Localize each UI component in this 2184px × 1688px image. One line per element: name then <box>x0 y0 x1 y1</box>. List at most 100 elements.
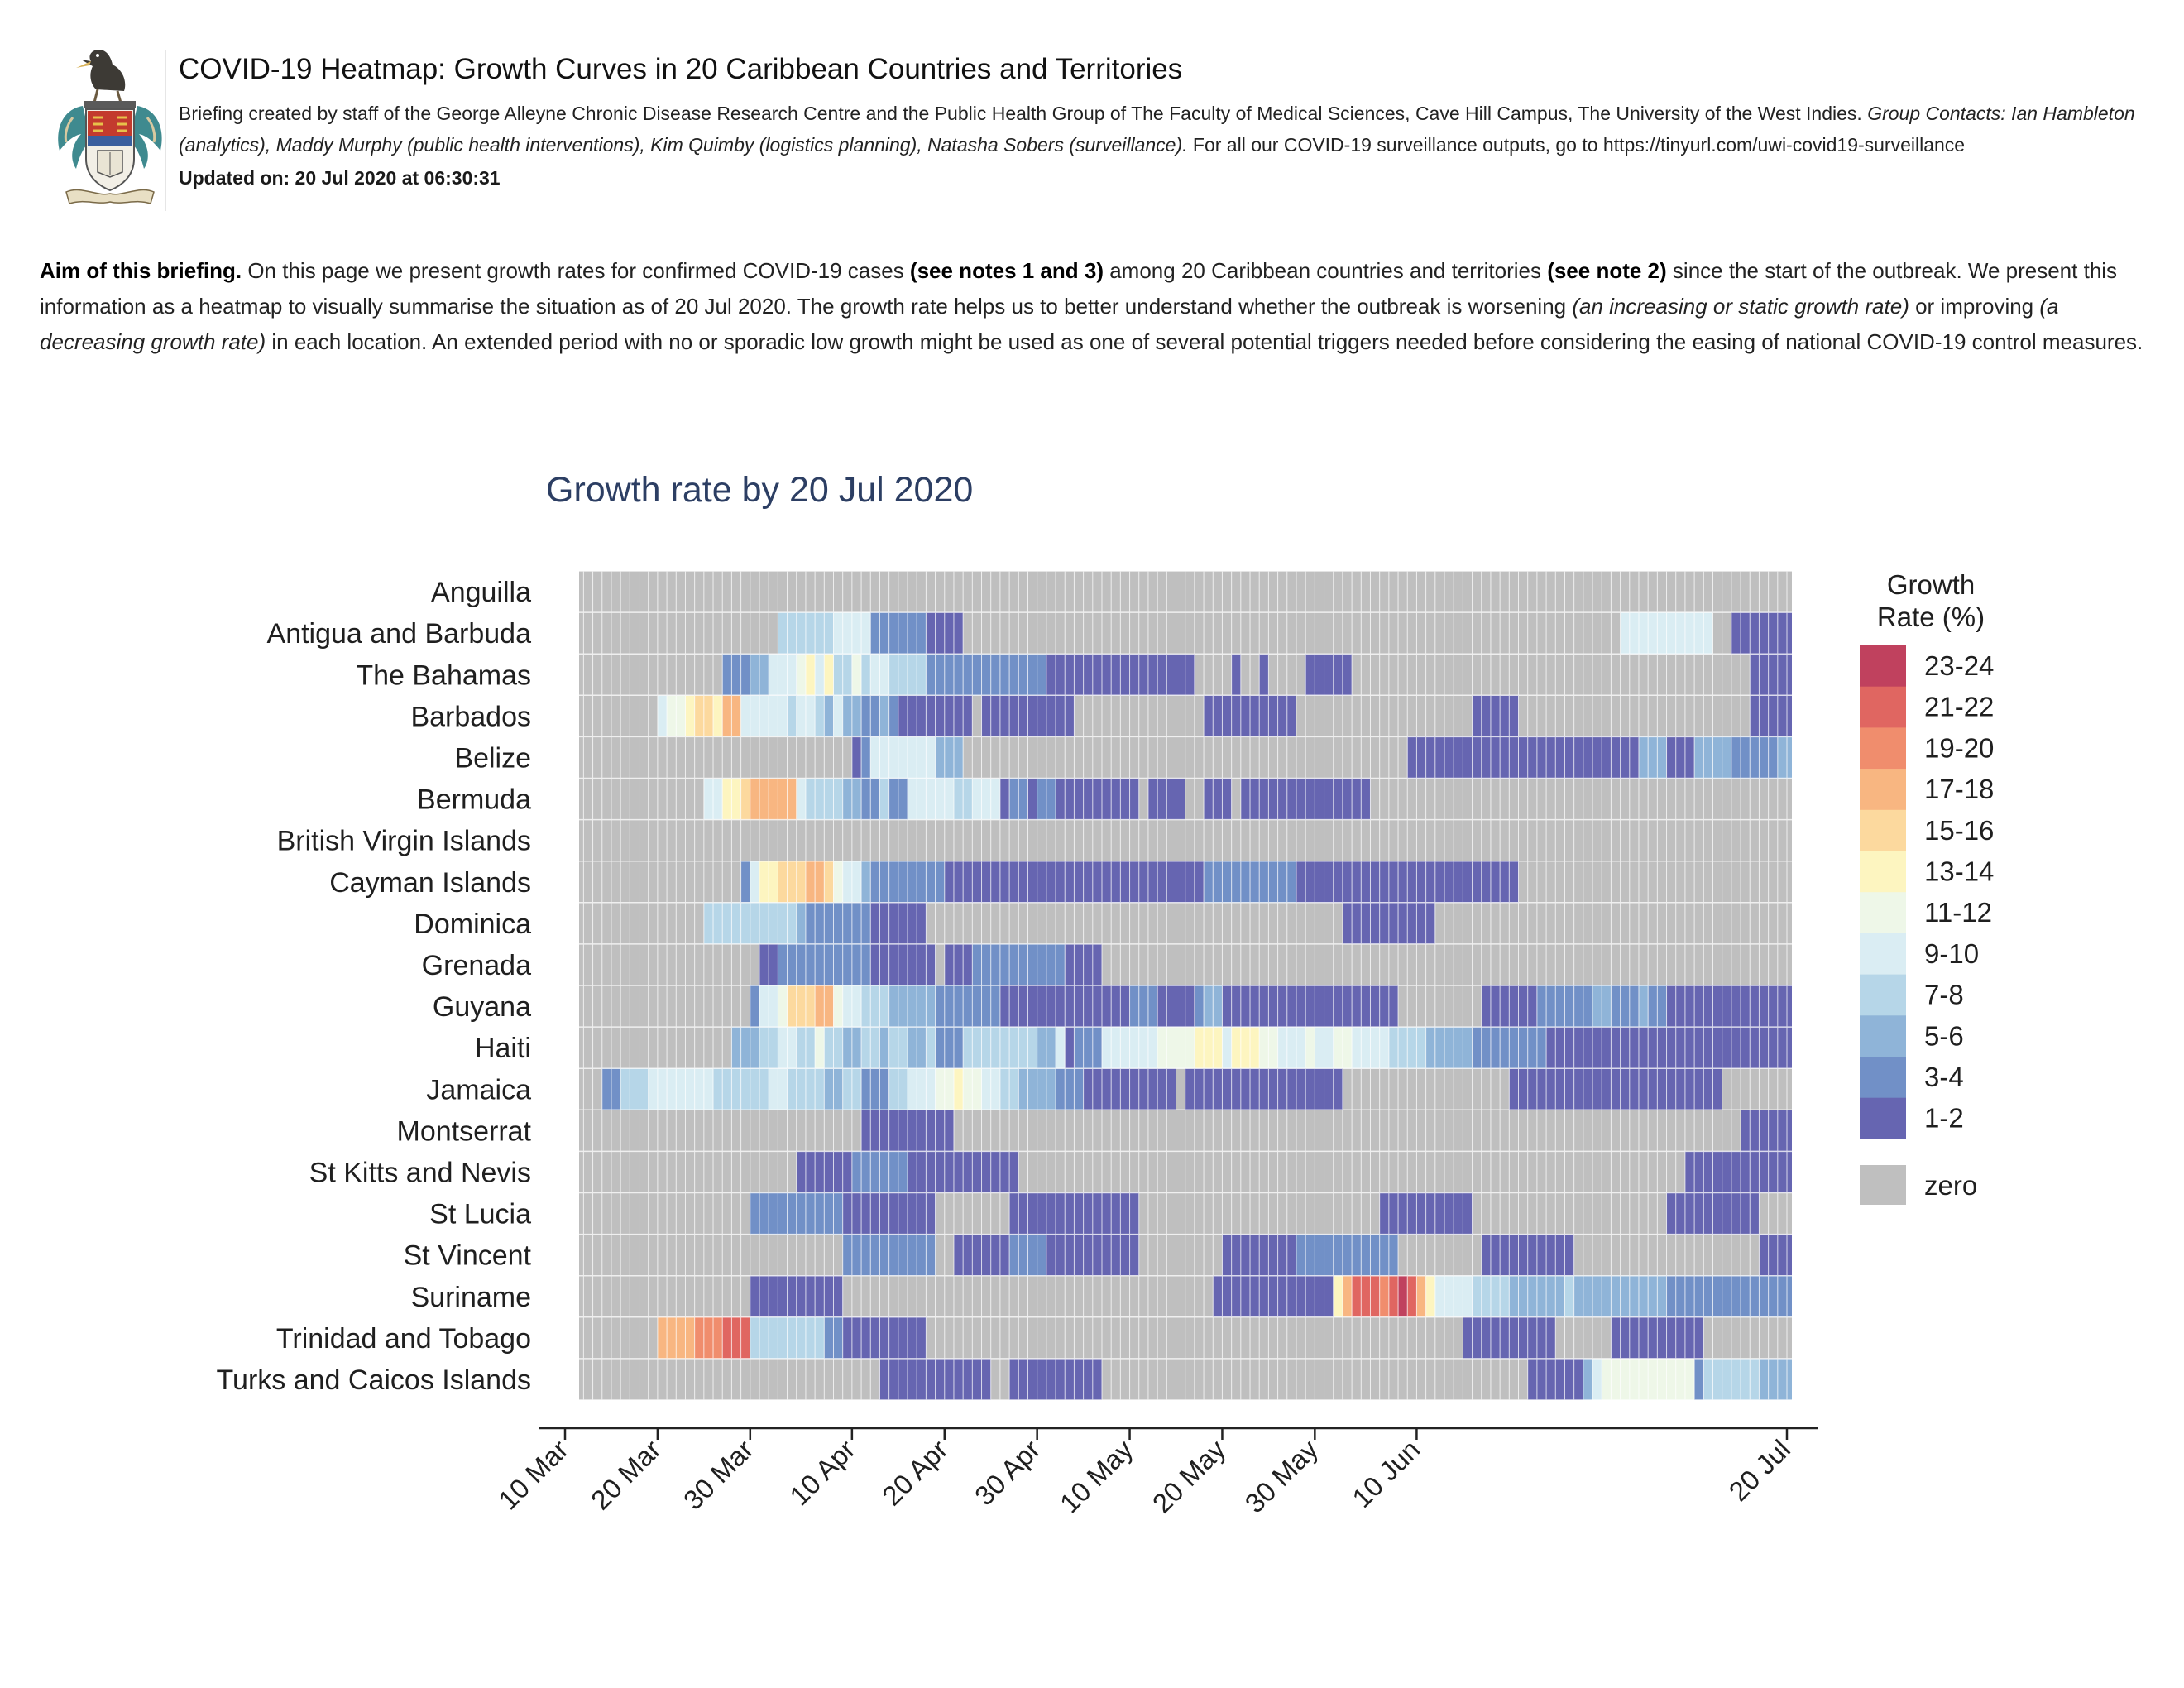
briefing-header: COVID-19 Heatmap: Growth Curves in 20 Ca… <box>179 51 2164 194</box>
x-tick-label: 10 Jun <box>1346 1434 1425 1513</box>
heatmap-cell <box>1231 1027 1260 1069</box>
heatmap-cell <box>935 985 1000 1028</box>
uwi-coat-of-arms-logo <box>58 50 162 204</box>
heatmap-cell <box>1046 1234 1056 1276</box>
heatmap-cell <box>926 654 1046 696</box>
surveillance-link[interactable]: https://tinyurl.com/uwi-covid19-surveill… <box>1602 134 1966 156</box>
heatmap-cell <box>1684 1151 1792 1193</box>
heatmap-cell <box>1388 1275 1399 1317</box>
row-label: Turks and Caicos Islands <box>217 1364 531 1396</box>
heatmap-cell <box>1129 985 1158 1028</box>
legend-label: 17-18 <box>1924 774 1994 804</box>
heatmap-cell <box>1731 736 1778 779</box>
row-label: Guyana <box>433 991 531 1023</box>
heatmap-cell <box>999 778 1010 820</box>
heatmap-cell <box>1694 1358 1704 1400</box>
heatmap-cell <box>935 736 964 779</box>
aim-paragraph: Aim of this briefing. On this page we pr… <box>40 253 2158 360</box>
heatmap-cell <box>824 695 834 737</box>
heatmap-cell <box>750 861 759 903</box>
heatmap-cell <box>833 695 843 737</box>
aim-text-1: On this page we present growth rates for… <box>242 258 910 283</box>
mantling-icon <box>58 106 162 169</box>
motto-scroll-icon <box>65 189 155 204</box>
legend-swatch <box>1860 1015 1906 1057</box>
legend-swatch <box>1860 769 1906 811</box>
heatmap-cell <box>824 861 834 903</box>
legend-swatch <box>1860 727 1906 770</box>
heatmap-cell <box>1425 1275 1435 1317</box>
page-title: COVID-19 Heatmap: Growth Curves in 20 Ca… <box>179 53 1183 85</box>
row-label: Belize <box>454 742 531 774</box>
group-contacts: Group Contacts: Ian Hambleton (analytics… <box>179 103 2135 156</box>
heatmap-cell <box>861 861 871 903</box>
heatmap-cell <box>1056 778 1139 820</box>
heatmap-cell <box>926 1027 936 1069</box>
heatmap-cell <box>870 943 936 985</box>
heatmap-cell <box>833 861 843 903</box>
heatmap-cell <box>1416 1275 1426 1317</box>
heatmap-cell <box>1777 736 1792 779</box>
legend-swatch <box>1860 892 1906 934</box>
outputs-text: For all our COVID-19 surveillance output… <box>1187 134 1603 156</box>
heatmap-cell <box>796 654 806 696</box>
heatmap-cell <box>1231 654 1241 696</box>
heatmap-cell <box>953 1068 964 1110</box>
heatmap-cell <box>879 1027 889 1069</box>
heatmap-cell <box>1407 736 1639 779</box>
heatmap-cell <box>787 695 797 737</box>
x-tick-label: 10 Mar <box>492 1434 574 1516</box>
legend-swatch <box>1860 809 1906 851</box>
heatmap-cell <box>842 1316 927 1359</box>
x-tick-label: 20 May <box>1147 1433 1232 1518</box>
heatmap-cell <box>1305 654 1353 696</box>
heatmap-cell <box>833 985 843 1028</box>
heatmap-cell <box>908 1068 936 1110</box>
heatmap-cell <box>750 778 797 820</box>
aim-note-ref-2: (see note 2) <box>1547 258 1667 283</box>
legend-swatch <box>1860 851 1906 893</box>
briefing-credits: Briefing created by staff of the George … <box>179 98 2164 161</box>
heatmap-cell <box>1750 695 1792 737</box>
heatmap-cell <box>1407 1275 1417 1317</box>
heatmap-cell <box>778 985 788 1028</box>
aim-text-4: or improving <box>1909 294 2040 319</box>
heatmap-cell <box>796 778 806 820</box>
legend-swatch <box>1860 933 1906 975</box>
heatmap-cell <box>861 985 889 1028</box>
heatmap-cell <box>1074 1027 1102 1069</box>
heatmap-cell <box>1592 1358 1602 1400</box>
heatmap-cell <box>778 861 806 903</box>
heatmap-cell <box>787 985 816 1028</box>
heatmap-cell <box>805 654 816 696</box>
heatmap-cell <box>1056 1068 1084 1110</box>
legend-label: 21-22 <box>1924 692 1994 722</box>
heatmap-cell <box>1398 1275 1408 1317</box>
legend-label: 15-16 <box>1924 815 1994 846</box>
heatmap-cell <box>824 654 834 696</box>
heatmap-cell <box>1379 1275 1389 1317</box>
row-label: St Vincent <box>404 1240 532 1272</box>
x-tick-label: 10 Apr <box>783 1434 861 1512</box>
heatmap-cell <box>1546 1027 1792 1069</box>
legend-swatch <box>1860 1165 1906 1205</box>
legend-swatch <box>1860 645 1906 687</box>
heatmap-cell <box>1213 1275 1334 1317</box>
credits-text: Briefing created by staff of the George … <box>179 103 1868 124</box>
heatmap-cell <box>944 943 973 985</box>
heatmap-cell <box>1611 985 1639 1028</box>
heatmap-cell <box>657 695 668 737</box>
heatmap-cell <box>1194 985 1205 1028</box>
row-label: Grenada <box>422 950 531 981</box>
x-tick-label: 10 May <box>1054 1433 1139 1518</box>
heatmap-cell <box>1638 985 1649 1028</box>
heatmap-cell <box>1222 985 1399 1028</box>
heatmap-cell <box>1222 1027 1232 1069</box>
heatmap-cell <box>1425 1027 1473 1069</box>
heatmap-cell <box>1564 1275 1574 1317</box>
heatmap-cell <box>888 695 898 737</box>
aim-italic-1: (an increasing or static growth rate) <box>1572 294 1909 319</box>
heatmap-cell <box>1731 612 1792 655</box>
heatmap-cell <box>648 1068 714 1110</box>
heatmap-cell <box>861 1068 889 1110</box>
